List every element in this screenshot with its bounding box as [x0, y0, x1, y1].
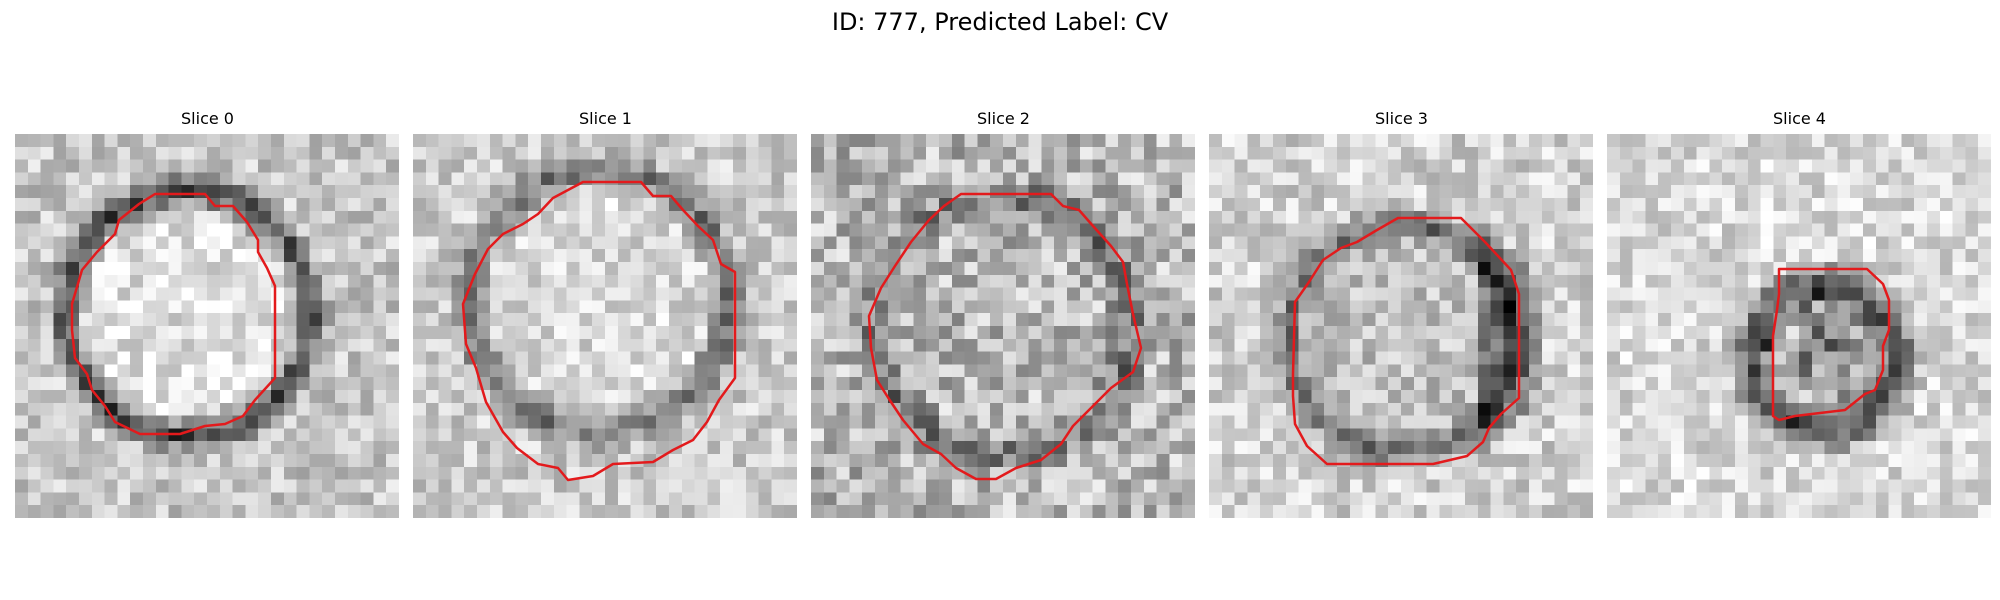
- slice-pixels: [413, 134, 797, 518]
- contour-overlay: [1291, 216, 1521, 466]
- contour-line: [1771, 267, 1891, 422]
- slice-pixels: [1209, 134, 1593, 518]
- slice-panel-0: Slice 0: [15, 108, 400, 518]
- slice-title: Slice 3: [1375, 109, 1428, 128]
- contour-line: [70, 192, 277, 436]
- contour-overlay: [70, 192, 277, 436]
- slice-panel-2: Slice 2: [811, 108, 1196, 518]
- slice-title: Slice 2: [977, 109, 1030, 128]
- slice-title: Slice 4: [1773, 109, 1826, 128]
- contour-overlay: [1771, 267, 1891, 422]
- contour-overlay: [461, 180, 737, 482]
- slice-image: [1607, 134, 1991, 518]
- slice-panel-3: Slice 3: [1209, 108, 1594, 518]
- slice-image: [811, 134, 1195, 518]
- figure-title: ID: 777, Predicted Label: CV: [831, 8, 1169, 36]
- slice-image: [15, 134, 399, 518]
- slice-image: [413, 134, 797, 518]
- contour-overlay: [867, 192, 1143, 481]
- slice-image: [1209, 134, 1593, 518]
- contour-line: [867, 192, 1143, 481]
- slice-panel-4: Slice 4: [1607, 108, 1992, 518]
- slice-title: Slice 0: [181, 109, 234, 128]
- slice-panel-1: Slice 1: [413, 108, 798, 518]
- contour-line: [461, 180, 737, 482]
- slice-title: Slice 1: [579, 109, 632, 128]
- slice-pixels: [1607, 134, 1991, 518]
- slice-pixels: [811, 134, 1195, 518]
- contour-line: [1291, 216, 1521, 466]
